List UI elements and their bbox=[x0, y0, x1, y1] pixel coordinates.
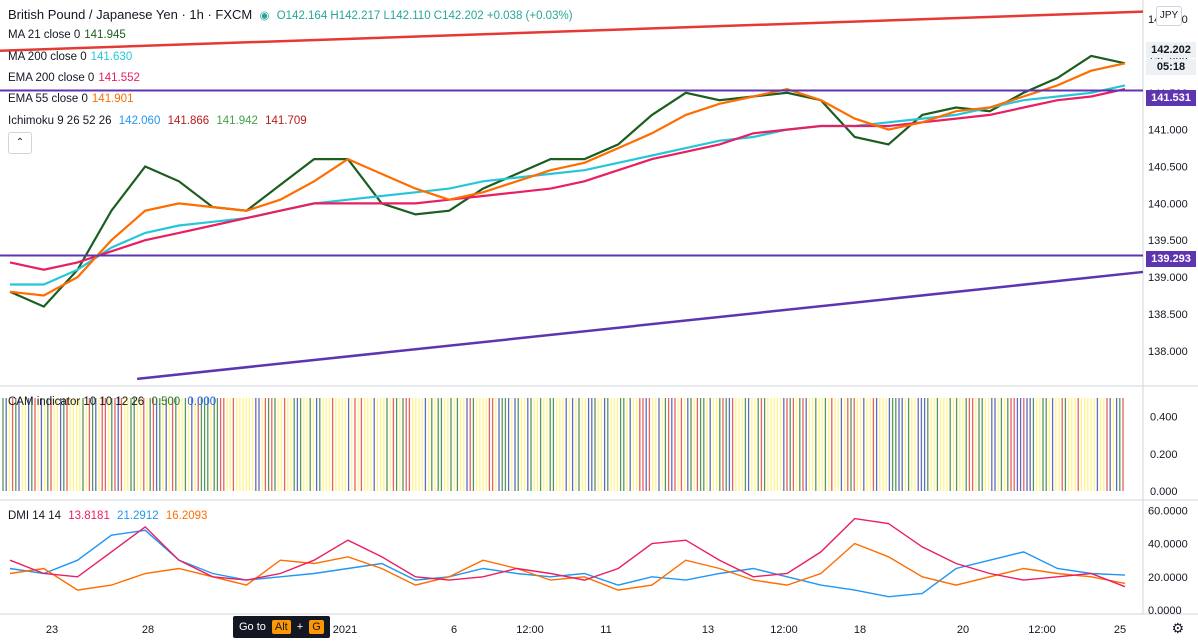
y-tick-label: 138.000 bbox=[1148, 346, 1188, 358]
settings-gear-icon[interactable]: ⚙ bbox=[1171, 620, 1184, 636]
legend-label: CAM indicator 10 10 12 26 bbox=[8, 396, 145, 408]
legend-label: MA 200 close 0 bbox=[8, 51, 87, 63]
legend-value: 21.2912 bbox=[117, 510, 159, 522]
trend-line bbox=[0, 10, 1144, 53]
legend-value: 141.901 bbox=[91, 93, 134, 105]
collapse-legend-button[interactable]: ⌃ bbox=[8, 132, 32, 154]
legend-ema55[interactable]: EMA 55 close 0 141.901 bbox=[8, 92, 137, 106]
legend-value: 13.8181 bbox=[68, 510, 110, 522]
y-tick-label: 140.000 bbox=[1148, 198, 1188, 210]
legend-label: MA 21 close 0 bbox=[8, 29, 81, 41]
ohlc-readout: O142.164 H142.217 L142.110 C142.202 +0.0… bbox=[276, 10, 573, 22]
x-tick-label: 12:00 bbox=[1028, 624, 1056, 636]
dmi-y-tick: 40.0000 bbox=[1148, 539, 1188, 551]
x-tick-label: 12:00 bbox=[516, 624, 544, 636]
y-tick-label: 140.500 bbox=[1148, 162, 1188, 174]
legend-value: 141.630 bbox=[90, 51, 133, 63]
legend-dmi[interactable]: DMI 14 14 13.8181 21.2912 16.2093 bbox=[8, 509, 211, 523]
x-tick-label: 25 bbox=[1114, 624, 1126, 636]
legend-label: DMI 14 14 bbox=[8, 510, 62, 522]
goto-key-plus: + bbox=[296, 621, 304, 633]
legend-label: EMA 55 close 0 bbox=[8, 93, 88, 105]
legend-ma21[interactable]: MA 21 close 0 141.945 bbox=[8, 28, 130, 42]
price-tag-139293: 139.293 bbox=[1146, 251, 1196, 267]
y-tick-label: 139.000 bbox=[1148, 272, 1188, 284]
legend-value: 141.866 bbox=[167, 115, 210, 127]
y-tick-label: 138.500 bbox=[1148, 309, 1188, 321]
dmi-y-tick: 20.0000 bbox=[1148, 572, 1188, 584]
legend-label: EMA 200 close 0 bbox=[8, 72, 95, 84]
market-status-dot: ◉ bbox=[259, 10, 270, 22]
goto-button[interactable]: Go to Alt + G bbox=[233, 616, 330, 638]
legend-value: 141.945 bbox=[84, 29, 126, 41]
dmi-y-tick: 0.0000 bbox=[1148, 605, 1182, 617]
legend-value: 16.2093 bbox=[165, 510, 208, 522]
legend-value: 0.500 bbox=[151, 396, 181, 408]
goto-label: Go to bbox=[239, 621, 266, 633]
legend-value: 141.552 bbox=[98, 72, 140, 84]
currency-button[interactable]: JPY bbox=[1156, 6, 1182, 26]
legend-ma200[interactable]: MA 200 close 0 141.630 bbox=[8, 50, 136, 64]
x-tick-label: 2021 bbox=[333, 624, 357, 636]
x-tick-label: 18 bbox=[854, 624, 866, 636]
x-tick-label: 20 bbox=[957, 624, 969, 636]
x-tick-label: 28 bbox=[142, 624, 154, 636]
cam-y-tick: 0.400 bbox=[1150, 412, 1178, 424]
x-tick-label: 13 bbox=[702, 624, 714, 636]
x-tick-label: 11 bbox=[600, 624, 611, 636]
price-tag-141531: 141.531 bbox=[1146, 90, 1196, 106]
x-tick-label: 6 bbox=[451, 624, 457, 636]
dmi-y-tick: 60.0000 bbox=[1148, 505, 1188, 517]
series-line bbox=[9, 62, 1126, 297]
dmi-line bbox=[9, 517, 1126, 588]
x-tick-label: 23 bbox=[46, 624, 58, 636]
countdown-tag: 05:18 bbox=[1146, 59, 1196, 75]
symbol-header: British Pound / Japanese Yen · 1h · FXCM… bbox=[8, 8, 577, 23]
legend-ema200[interactable]: EMA 200 close 0 141.552 bbox=[8, 71, 144, 85]
dmi-line bbox=[9, 542, 1126, 591]
cam-y-tick: 0.000 bbox=[1150, 486, 1178, 498]
y-tick-label: 141.000 bbox=[1148, 125, 1188, 137]
legend-value: 141.942 bbox=[216, 115, 258, 127]
last-price-tag: 142.202 bbox=[1146, 42, 1196, 58]
legend-cam[interactable]: CAM indicator 10 10 12 26 0.500 0.000 bbox=[8, 395, 220, 409]
goto-key-alt: Alt bbox=[271, 620, 291, 634]
cam-y-tick: 0.200 bbox=[1150, 449, 1178, 461]
x-tick-label: 12:00 bbox=[770, 624, 798, 636]
goto-key-g: G bbox=[309, 620, 324, 634]
y-tick-label: 139.500 bbox=[1148, 235, 1188, 247]
series-line bbox=[9, 54, 1126, 308]
legend-label: Ichimoku 9 26 52 26 bbox=[8, 115, 112, 127]
symbol-title[interactable]: British Pound / Japanese Yen · 1h · FXCM bbox=[8, 7, 253, 22]
legend-value: 142.060 bbox=[118, 115, 161, 127]
trend-line bbox=[137, 270, 1144, 381]
series-line bbox=[9, 88, 1126, 271]
legend-value: 141.709 bbox=[265, 115, 307, 127]
legend-value: 0.000 bbox=[187, 396, 217, 408]
legend-ichimoku[interactable]: Ichimoku 9 26 52 26 142.060 141.866 141.… bbox=[8, 114, 311, 128]
